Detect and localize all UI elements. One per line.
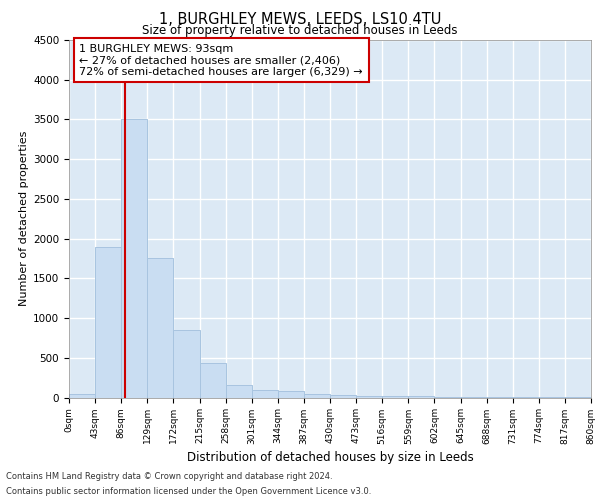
Bar: [69, 394, 95, 398]
Bar: [173, 330, 199, 398]
Bar: [199, 364, 226, 398]
Bar: [461, 397, 487, 398]
Bar: [278, 391, 304, 398]
Text: Contains HM Land Registry data © Crown copyright and database right 2024.: Contains HM Land Registry data © Crown c…: [6, 472, 332, 481]
Bar: [382, 396, 409, 398]
Bar: [121, 120, 148, 398]
Text: Contains public sector information licensed under the Open Government Licence v3: Contains public sector information licen…: [6, 487, 371, 496]
Bar: [330, 394, 356, 398]
Bar: [409, 396, 434, 398]
Bar: [434, 396, 461, 398]
Bar: [356, 396, 382, 398]
Bar: [226, 385, 252, 398]
Text: Size of property relative to detached houses in Leeds: Size of property relative to detached ho…: [142, 24, 458, 37]
X-axis label: Distribution of detached houses by size in Leeds: Distribution of detached houses by size …: [187, 450, 473, 464]
Bar: [252, 390, 278, 398]
Bar: [95, 246, 121, 398]
Bar: [304, 394, 330, 398]
Bar: [148, 258, 173, 398]
Text: 1, BURGHLEY MEWS, LEEDS, LS10 4TU: 1, BURGHLEY MEWS, LEEDS, LS10 4TU: [159, 12, 441, 28]
Text: 1 BURGHLEY MEWS: 93sqm
← 27% of detached houses are smaller (2,406)
72% of semi-: 1 BURGHLEY MEWS: 93sqm ← 27% of detached…: [79, 44, 363, 77]
Y-axis label: Number of detached properties: Number of detached properties: [19, 131, 29, 306]
